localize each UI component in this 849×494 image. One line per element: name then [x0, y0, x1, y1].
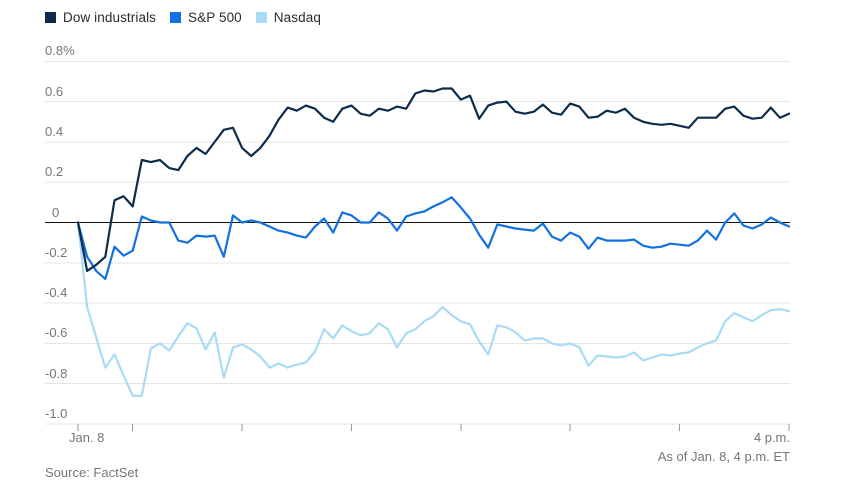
y-axis-label: 0: [52, 204, 60, 220]
y-axis-label: -0.6: [45, 325, 68, 341]
legend-label-nasdaq: Nasdaq: [273, 10, 321, 25]
nasdaq-swatch-icon: [255, 12, 267, 23]
source-note: Source: FactSet: [45, 465, 139, 480]
legend-label-dow: Dow industrials: [63, 10, 157, 25]
y-axis-label: 0.2: [45, 164, 64, 180]
y-axis-label: -0.4: [45, 285, 68, 301]
dow-swatch-icon: [45, 12, 56, 23]
x-axis-label-start: Jan. 8: [69, 430, 105, 445]
y-axis-label: 0.4: [45, 123, 64, 139]
as-of-note: As of Jan. 8, 4 p.m. ET: [657, 449, 790, 464]
legend-item-dow: Dow industrials: [45, 10, 156, 25]
y-axis-label: 0.6: [45, 83, 64, 99]
series-line-dow-industrials: [76, 87, 791, 272]
chart-legend: Dow industrials S&P 500 Nasdaq: [45, 10, 321, 25]
series-line-nasdaq: [76, 221, 791, 397]
y-axis-label: -1.0: [45, 406, 68, 421]
legend-item-nasdaq: Nasdaq: [255, 10, 321, 25]
x-axis-label-end: 4 p.m.: [753, 430, 790, 445]
y-axis-label: 0.8%: [45, 43, 75, 59]
y-axis-label: -0.2: [45, 244, 68, 260]
legend-label-sp500: S&P 500: [188, 10, 242, 25]
series-line-s-p-500: [76, 196, 791, 280]
y-axis-label: -0.8: [45, 365, 68, 381]
legend-item-sp500: S&P 500: [170, 10, 242, 25]
sp500-swatch-icon: [170, 12, 182, 23]
